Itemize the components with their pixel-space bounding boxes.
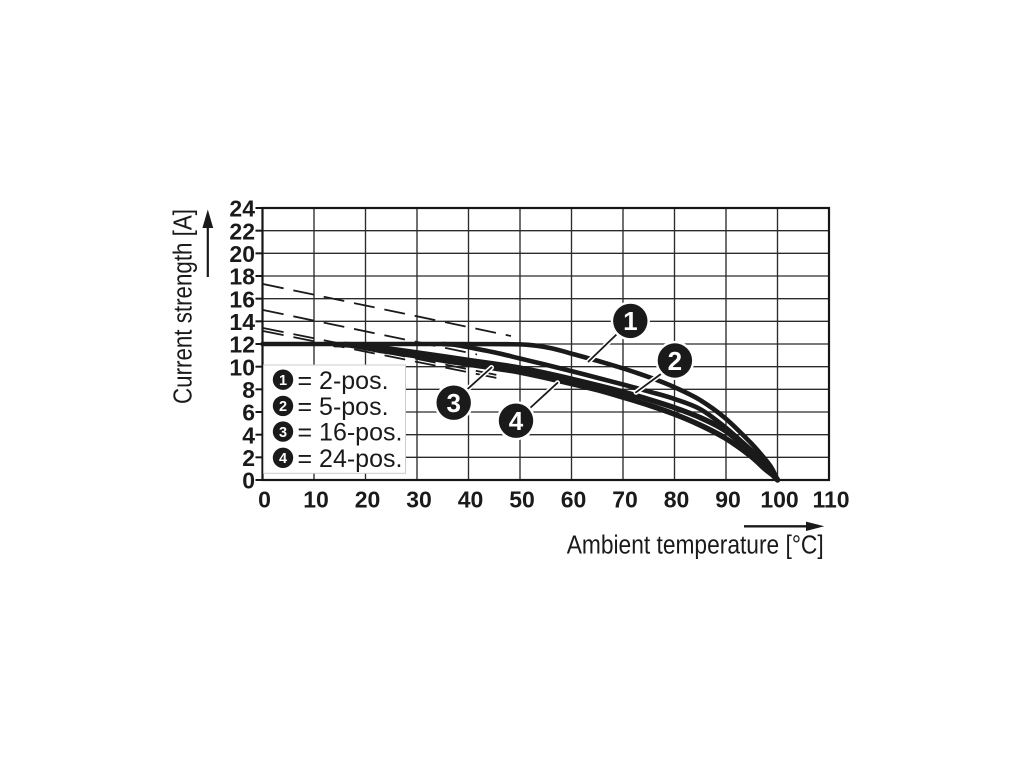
svg-text:6: 6 [242, 400, 255, 426]
svg-text:= 24-pos.: = 24-pos. [298, 445, 403, 473]
svg-text:= 5-pos.: = 5-pos. [298, 393, 389, 421]
svg-text:0: 0 [242, 468, 255, 494]
svg-text:2: 2 [242, 445, 255, 471]
svg-text:= 2-pos.: = 2-pos. [298, 367, 389, 395]
svg-text:50: 50 [509, 486, 535, 512]
svg-text:40: 40 [458, 486, 484, 512]
svg-text:70: 70 [612, 486, 638, 512]
svg-text:Current strength [A]: Current strength [A] [170, 209, 198, 404]
svg-text:1: 1 [279, 373, 287, 389]
svg-text:= 16-pos.: = 16-pos. [298, 419, 403, 447]
svg-text:80: 80 [664, 486, 690, 512]
svg-text:2: 2 [279, 399, 287, 415]
svg-text:20: 20 [355, 486, 381, 512]
svg-text:1: 1 [623, 306, 637, 336]
svg-text:3: 3 [446, 388, 460, 418]
svg-text:4: 4 [279, 451, 287, 467]
svg-text:0: 0 [258, 486, 271, 512]
svg-text:10: 10 [229, 354, 255, 380]
svg-text:14: 14 [229, 309, 255, 335]
svg-text:16: 16 [229, 286, 255, 312]
svg-text:4: 4 [242, 422, 255, 448]
svg-text:100: 100 [760, 486, 798, 512]
svg-text:8: 8 [242, 377, 255, 403]
svg-text:110: 110 [812, 486, 849, 512]
svg-text:60: 60 [561, 486, 587, 512]
svg-text:30: 30 [406, 486, 432, 512]
svg-text:20: 20 [229, 241, 255, 267]
svg-text:3: 3 [279, 425, 287, 441]
svg-text:22: 22 [229, 218, 255, 244]
svg-text:18: 18 [229, 264, 255, 290]
svg-text:4: 4 [509, 406, 524, 436]
svg-text:24: 24 [229, 196, 255, 222]
svg-text:90: 90 [715, 486, 741, 512]
svg-text:2: 2 [668, 346, 682, 376]
svg-text:10: 10 [303, 486, 329, 512]
svg-text:12: 12 [229, 332, 255, 358]
svg-text:Ambient temperature [°C]: Ambient temperature [°C] [567, 532, 824, 560]
